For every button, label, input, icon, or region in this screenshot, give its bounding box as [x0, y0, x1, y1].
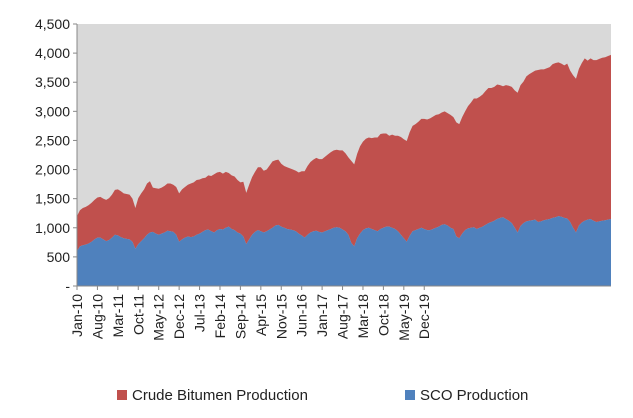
x-tick-label: Mar-18	[355, 294, 371, 339]
x-tick-label: Oct-11	[130, 294, 146, 335]
legend-label-sco: SCO Production	[420, 387, 528, 404]
y-tick-label: 500	[47, 249, 71, 265]
y-tick-label: 1,500	[35, 191, 70, 207]
x-tick-label: May-19	[396, 294, 412, 341]
x-tick-label: May-12	[151, 294, 167, 341]
x-tick-label: Dec-12	[171, 294, 187, 339]
legend-label-crude-bitumen: Crude Bitumen Production	[132, 387, 308, 404]
x-tick-label: Oct-18	[375, 294, 391, 336]
y-tick-label: -	[65, 278, 70, 294]
x-tick-label: Nov-15	[273, 294, 289, 339]
y-tick-label: 2,000	[35, 162, 70, 178]
x-tick-label: Dec-19	[416, 294, 432, 339]
x-tick-label: Aug-17	[335, 294, 351, 339]
x-tick-label: Jul-13	[192, 294, 208, 332]
x-tick-label: Jan-17	[314, 294, 330, 337]
x-tick-label: Jun-16	[294, 294, 310, 337]
x-tick-label: Aug-10	[89, 294, 105, 339]
x-tick-label: Jan-10	[69, 294, 85, 337]
y-tick-label: 3,500	[35, 74, 70, 90]
area-sco	[77, 216, 611, 286]
legend: Crude Bitumen Production SCO Production	[117, 387, 528, 404]
x-tick-label: Apr-15	[253, 294, 269, 336]
y-axis-ticks: - 500 1,000 1,500 2,000 2,500 3,000 3,500 4,000 4…	[35, 16, 77, 294]
legend-swatch-crude-bitumen	[117, 390, 127, 400]
y-tick-label: 3,000	[35, 103, 70, 119]
y-tick-label: 4,500	[35, 16, 70, 32]
area-series	[77, 54, 611, 286]
x-tick-label: Sep-14	[232, 294, 248, 339]
y-tick-label: 1,000	[35, 220, 70, 236]
x-tick-label: Mar-11	[110, 294, 126, 338]
x-tick-label: Feb-14	[212, 294, 228, 339]
area-crude-bitumen	[77, 54, 611, 252]
y-tick-label: 2,500	[35, 132, 70, 148]
x-axis-ticks: Jan-10 Aug-10 Mar-11 Oct-11 May-12 Dec-12 Jul-…	[69, 286, 432, 341]
y-tick-label: 4,000	[35, 45, 70, 61]
legend-swatch-sco	[405, 390, 415, 400]
